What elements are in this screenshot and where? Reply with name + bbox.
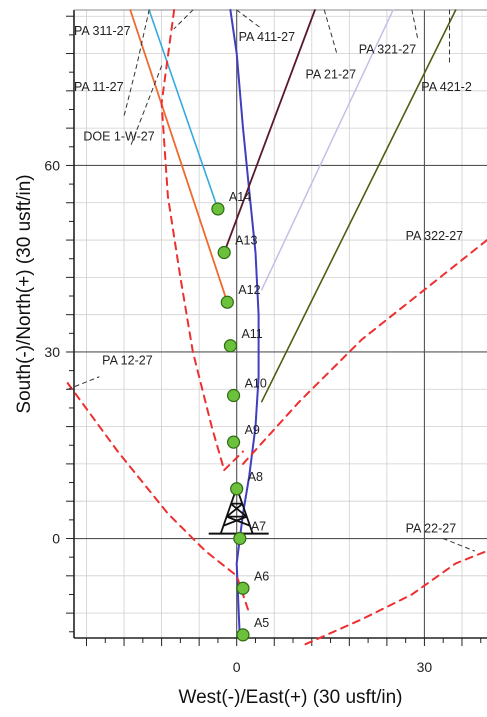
station-marker [236, 581, 250, 595]
station-marker [217, 245, 231, 260]
station-marker [236, 628, 250, 642]
well-label: PA 21-27 [306, 67, 357, 81]
station-label: A6 [254, 569, 269, 583]
y-tick-label: 60 [44, 157, 60, 173]
well-label: PA 421-2 [421, 80, 472, 94]
series-line-0 [229, 9, 260, 639]
station-label: A14 [229, 190, 251, 204]
station-label: A9 [245, 423, 260, 437]
series-line-13 [173, 9, 194, 30]
station-marker [211, 202, 225, 216]
series-line-9 [242, 239, 487, 465]
x-tick-label: 30 [417, 659, 433, 675]
station-label: A8 [248, 470, 263, 484]
series-line-1 [148, 9, 219, 210]
station-label: A7 [251, 520, 266, 534]
station-marker [220, 295, 234, 309]
station-marker [223, 339, 238, 353]
y-tick-label: 30 [44, 344, 60, 360]
series-line-7 [223, 450, 244, 472]
station-markers: A14 A13 A12 A11 A10 A9 A8 A7 A6 A5 [211, 190, 269, 642]
series-line-12 [129, 65, 163, 148]
tick-labels: 0 30 0 30 60 [44, 157, 432, 675]
well-label: PA 11-27 [74, 80, 124, 94]
series-line-2 [129, 9, 229, 304]
station-marker [226, 388, 241, 403]
y-axis-title: South(-)/North(+) (30 usft/in) [14, 174, 35, 413]
y-tick-label: 0 [52, 531, 60, 547]
station-label: A10 [245, 377, 267, 391]
station-label: A11 [241, 327, 262, 341]
station-marker [230, 482, 244, 496]
series-line-19 [442, 538, 475, 552]
series-line-18 [67, 376, 100, 390]
station-label: A5 [254, 616, 269, 630]
series-line-16 [411, 9, 419, 42]
well-label: PA 321-27 [359, 43, 417, 57]
well-label: PA 22-27 [406, 521, 457, 535]
well-label: DOE 1-W-27 [83, 130, 154, 144]
series-line-14 [236, 9, 263, 30]
x-tick-label: 0 [233, 659, 241, 675]
x-axis-title: West(-)/East(+) (30 usft/in) [178, 687, 402, 708]
series-line-8 [66, 382, 251, 615]
well-label: PA 12-27 [102, 353, 153, 367]
well-label: PA 322-27 [406, 229, 464, 243]
station-marker [226, 435, 241, 449]
well-label: PA 411-27 [239, 30, 296, 44]
station-marker [233, 531, 247, 546]
grid [66, 9, 487, 646]
series-line-10 [304, 550, 487, 646]
well-label: PA 311-27 [74, 24, 131, 38]
series-line-5 [260, 9, 457, 403]
series-line-4 [260, 9, 394, 291]
series-line-15 [323, 9, 338, 54]
station-label: A13 [235, 233, 257, 247]
series-line-3 [223, 9, 316, 254]
series-line-6 [160, 9, 226, 472]
station-label: A12 [238, 283, 260, 297]
series-line-11 [123, 9, 150, 117]
